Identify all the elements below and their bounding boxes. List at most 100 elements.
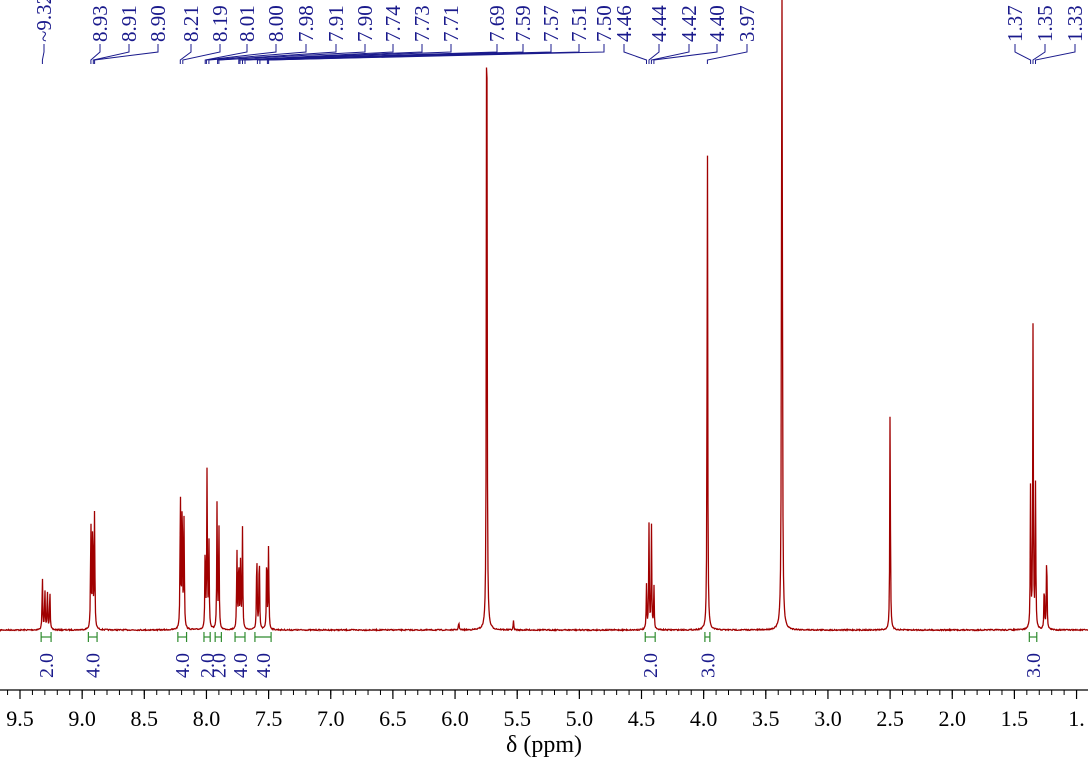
peak-label-text: 7.50 [592,5,616,42]
peak-label-text: 7.90 [353,5,377,42]
integral-region: 2.0 [197,632,219,678]
peak-label-text: 8.21 [179,5,203,42]
peak-label-connector [1032,44,1046,64]
x-tick-label: 8.5 [131,706,159,731]
integral-value: 4.0 [230,653,252,678]
peak-label-text: 1.35 [1033,5,1057,42]
integral-region: 2.0 [640,632,662,678]
peak-label: 7.73 [239,5,434,64]
peak-label: 8.21 [179,5,203,64]
peak-label: 7.91 [217,5,348,64]
integral-value: 3.0 [697,653,719,678]
x-tick-label: 2.5 [876,706,904,731]
peak-label-text: ~9.32 [32,0,56,42]
integral-layer: 2.0 4.0 4.0 2.02.0 4.0 4.0 2.0 3.0 3.0 [36,632,1045,678]
peak-label-text: 7.69 [485,5,509,42]
peak-label-connector [648,44,660,64]
peak-label-text: 8.01 [235,5,259,42]
x-tick-label: 2.0 [939,706,967,731]
x-tick-label: 9.5 [6,706,34,731]
peak-label-text: 1.33 [1063,5,1087,42]
peak-label: 7.90 [218,5,377,64]
peak-label: 4.44 [647,5,671,64]
peak-label-text: 4.46 [612,5,636,42]
integral-value: 2.0 [640,653,662,678]
peak-label: 8.91 [92,5,141,64]
peak-label: 1.33 [1035,5,1087,64]
peak-label-connector [238,44,394,64]
peak-label-text: 7.73 [410,5,434,42]
peak-label-text: 7.57 [539,5,563,42]
peak-label-connector [208,44,307,64]
integral-value: 2.0 [36,653,58,678]
peak-label-text: 4.40 [705,5,729,42]
peak-label: 8.90 [94,5,170,64]
x-tick-label: 4.0 [690,706,718,731]
peak-label: 7.71 [242,5,463,64]
integral-region: 4.0 [172,632,194,678]
peak-label: 7.69 [244,5,509,64]
x-tick-label: 1.5 [1001,706,1029,731]
x-tick-label: 3.5 [752,706,780,731]
peak-label: 7.74 [238,5,405,64]
peak-label-connector [90,44,101,64]
peak-label-connector [706,44,748,64]
peak-label-connector [204,44,248,64]
x-axis: 9.5 9.0 8.5 8.0 7.5 7.0 6.5 6.0 5.5 5.0 4.5 4.0 3.5 3… [0,689,1088,731]
spectrum-trace [0,0,1088,633]
integral-value: 2.0 [208,653,230,678]
integral-value: 4.0 [83,653,105,678]
integral-region: 4.0 [253,632,275,678]
x-tick-label: 5.5 [503,706,531,731]
spectrum-layer [0,0,1088,633]
x-tick-label: 6.5 [379,706,407,731]
peak-label: 4.42 [650,5,701,64]
peak-label-connector [268,44,605,64]
x-tick-label: 4.5 [628,706,656,731]
integral-value: 2.0 [197,653,219,678]
x-tick-label: 3.0 [814,706,842,731]
integral-region: 3.0 [697,632,719,678]
peak-label: 4.46 [612,5,647,64]
peak-label-text: 8.91 [117,5,141,42]
peak-label-text: 8.00 [264,5,288,42]
peak-label-connector [239,44,423,64]
peak-label: 1.37 [1003,5,1032,64]
peak-label-text: 7.51 [567,5,591,42]
integral-value: 3.0 [1023,653,1045,678]
integral-region: 4.0 [230,632,252,678]
peak-label: 3.97 [706,5,759,64]
peak-label: 7.98 [208,5,318,64]
peak-label-connector [242,44,452,64]
peak-label-connector [94,44,159,64]
peak-label: 8.93 [88,5,112,64]
peak-label-connector [92,44,130,64]
x-tick-label: 1. [1068,706,1085,731]
peak-label: 4.40 [653,5,729,64]
peak-label-connector [653,44,718,64]
peak-label-connector [1014,44,1032,64]
peak-label-text: 3.97 [735,5,759,42]
peak-label: ~9.32 [32,0,56,64]
peak-label-text: 8.93 [88,5,112,42]
x-axis-label: δ (ppm) [506,732,582,758]
peak-label-text: 8.90 [146,5,170,42]
peak-label: 8.01 [204,5,259,64]
peak-label-connector [244,44,498,64]
peak-label-text: 8.19 [208,5,232,42]
x-tick-label: 9.0 [68,706,96,731]
peak-label-text: 7.98 [294,5,318,42]
integral-region: 3.0 [1023,632,1045,678]
peak-label-text: 7.74 [381,5,405,42]
peak-label: 1.35 [1032,5,1057,64]
peak-label-connector [41,44,45,64]
x-tick-label: 7.5 [255,706,283,731]
integral-region: 4.0 [83,632,105,678]
peak-label: 8.19 [182,5,232,64]
peak-label-text: 7.91 [324,5,348,42]
peak-label-connector [182,44,221,64]
x-tick-label: 5.0 [566,706,594,731]
peak-label-connector [650,44,690,64]
peak-label-layer: ~9.32 8.93 8.91 8.90 8.21 8.19 8.01 8.00 7.98 7.9… [32,0,1087,64]
